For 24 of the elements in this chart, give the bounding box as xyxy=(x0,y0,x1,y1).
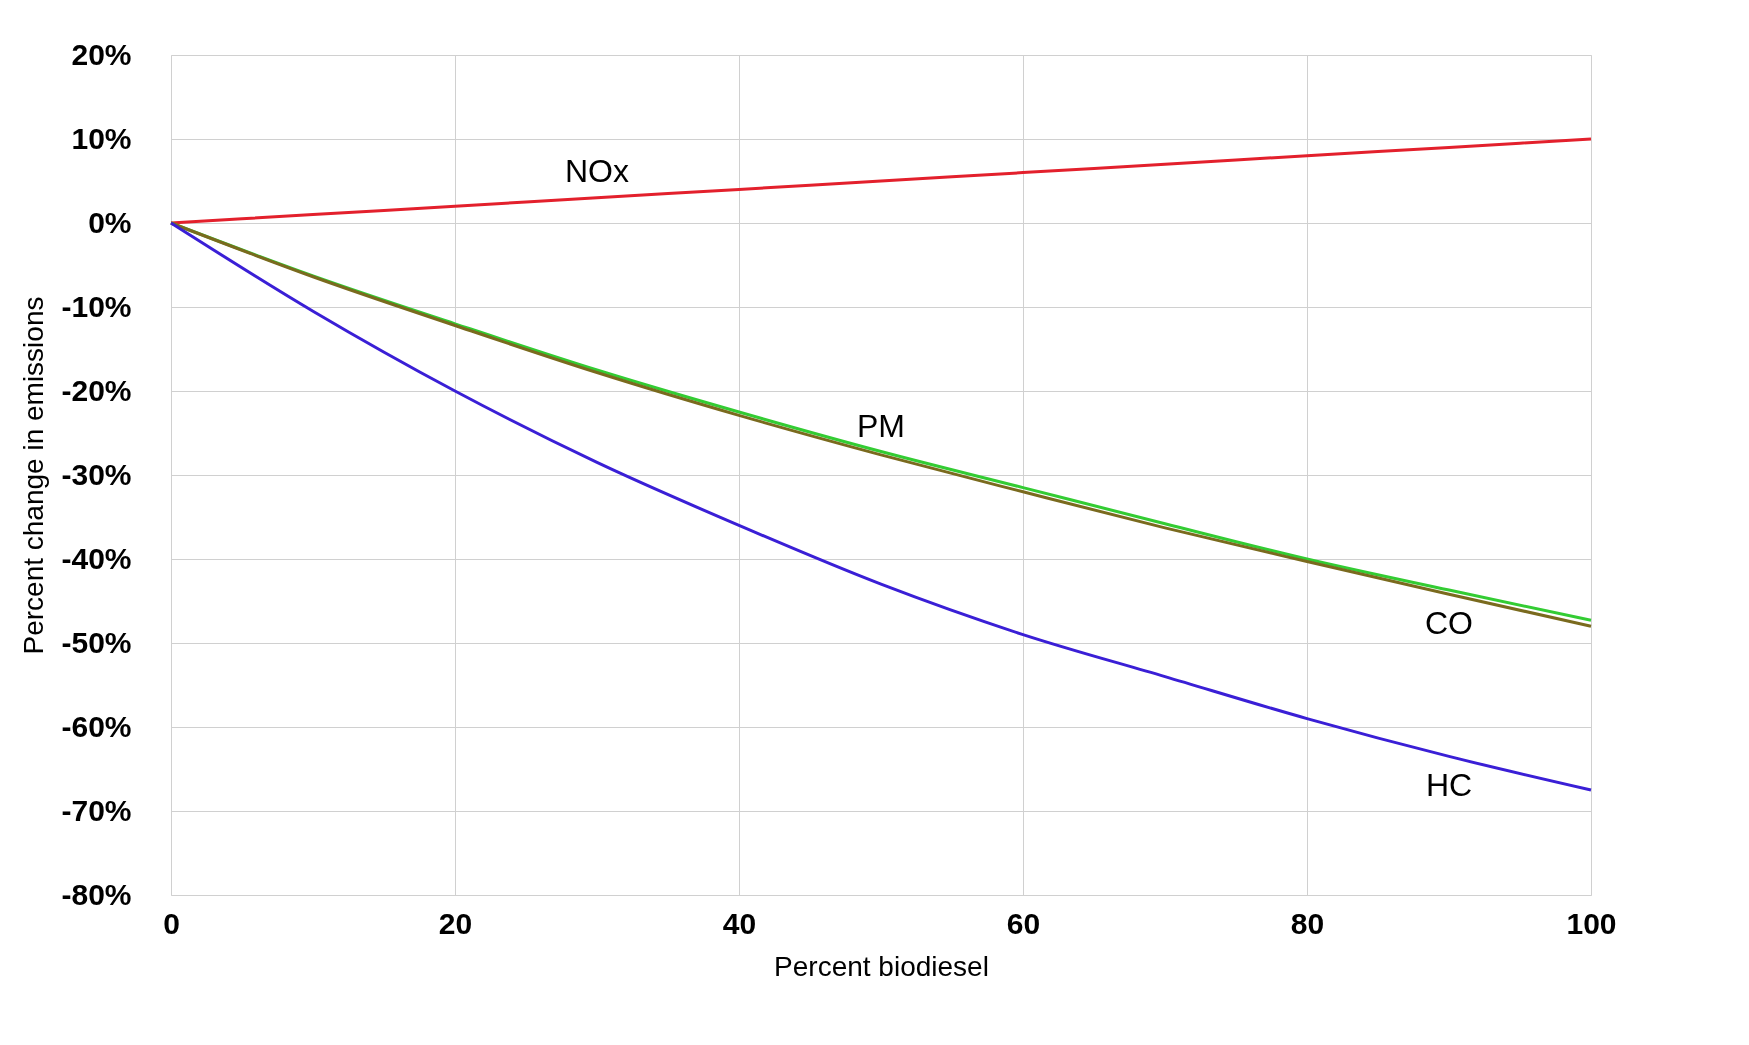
x-axis-title: Percent biodiesel xyxy=(774,950,989,982)
y-tick-label: 10% xyxy=(71,121,132,155)
series-label: PM xyxy=(857,408,905,445)
y-tick-label: 0% xyxy=(88,205,132,239)
y-tick-label: -20% xyxy=(61,373,132,407)
x-tick-label: 100 xyxy=(1566,906,1617,940)
y-tick-label: -60% xyxy=(61,709,132,743)
y-tick-label: -50% xyxy=(61,625,132,659)
y-tick-label: -40% xyxy=(61,541,132,575)
series-label: CO xyxy=(1425,605,1473,642)
x-tick-label: 60 xyxy=(1006,906,1041,940)
y-tick-label: -10% xyxy=(61,289,132,323)
y-tick-label: -30% xyxy=(61,457,132,491)
x-tick-label: 20 xyxy=(438,906,473,940)
y-axis-title: Percent change in emissions xyxy=(18,296,50,655)
x-tick-label: 40 xyxy=(722,906,757,940)
y-tick-label: -80% xyxy=(61,877,132,911)
x-tick-label: 80 xyxy=(1290,906,1325,940)
series-label: NOx xyxy=(565,152,629,189)
series-label: HC xyxy=(1425,767,1473,804)
y-tick-label: -70% xyxy=(61,793,132,827)
x-tick-label: 0 xyxy=(163,906,180,940)
line-series xyxy=(169,137,1593,225)
y-tick-label: 20% xyxy=(71,37,132,71)
